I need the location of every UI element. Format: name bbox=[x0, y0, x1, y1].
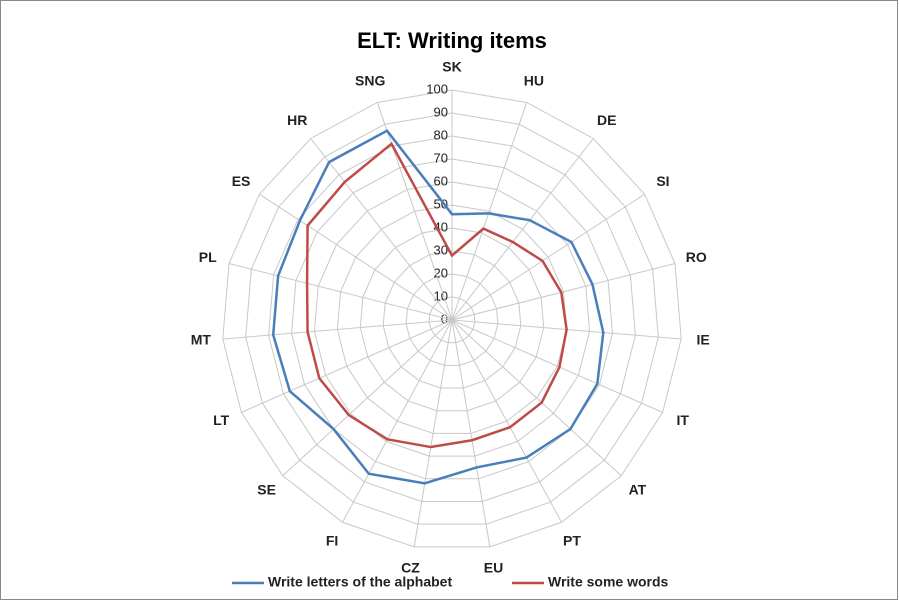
series-line bbox=[271, 129, 605, 485]
spoke bbox=[282, 319, 453, 477]
r-tick-label: 80 bbox=[434, 127, 448, 142]
category-label: PL bbox=[199, 249, 217, 265]
spoke bbox=[451, 138, 594, 321]
spoke bbox=[259, 193, 453, 321]
legend-label: Write letters of the alphabet bbox=[268, 574, 452, 590]
r-tick-label: 10 bbox=[434, 288, 448, 303]
category-label: DE bbox=[597, 112, 616, 128]
grid-ring bbox=[291, 158, 613, 480]
grid-ring bbox=[222, 89, 682, 548]
spoke bbox=[228, 263, 453, 321]
series-line bbox=[305, 141, 568, 449]
r-tick-label: 70 bbox=[434, 150, 448, 165]
spoke bbox=[342, 319, 453, 523]
category-label: SK bbox=[442, 59, 461, 75]
spoke bbox=[451, 102, 528, 321]
r-tick-label: 0 bbox=[441, 311, 448, 326]
category-label: SI bbox=[656, 173, 669, 189]
category-label: LT bbox=[213, 412, 230, 428]
grid-ring bbox=[245, 112, 659, 525]
spoke bbox=[451, 263, 676, 321]
spoke bbox=[241, 319, 453, 413]
category-label: FI bbox=[326, 532, 338, 548]
spoke bbox=[222, 319, 453, 340]
category-label: SE bbox=[257, 481, 276, 497]
category-label: EU bbox=[484, 559, 503, 575]
category-label: SNG bbox=[355, 72, 385, 88]
category-label: CZ bbox=[401, 559, 420, 575]
grid-ring bbox=[382, 250, 522, 389]
spoke bbox=[451, 319, 663, 413]
spoke bbox=[376, 102, 453, 321]
legend-label: Write some words bbox=[548, 574, 669, 590]
spoke bbox=[451, 319, 622, 477]
r-tick-label: 30 bbox=[434, 242, 448, 257]
grid-ring bbox=[336, 204, 568, 434]
spoke bbox=[310, 138, 453, 321]
grid-ring bbox=[359, 227, 545, 412]
grid: 0102030405060708090100SKHUDESIROIEITATPT… bbox=[191, 59, 710, 576]
r-tick-label: 50 bbox=[434, 196, 448, 211]
grid-ring bbox=[428, 296, 476, 344]
category-label: IT bbox=[677, 412, 690, 428]
category-label: RO bbox=[686, 249, 707, 265]
legend: Write letters of the alphabet Write some … bbox=[232, 574, 669, 590]
grid-ring bbox=[405, 273, 499, 366]
spoke bbox=[451, 193, 645, 321]
r-tick-label: 90 bbox=[434, 104, 448, 119]
category-label: PT bbox=[563, 532, 581, 548]
grid-ring bbox=[268, 135, 636, 502]
r-tick-label: 100 bbox=[426, 81, 448, 96]
grid-ring bbox=[313, 181, 591, 457]
category-label: IE bbox=[697, 332, 710, 348]
category-label: AT bbox=[629, 481, 647, 497]
r-tick-label: 60 bbox=[434, 173, 448, 188]
spoke bbox=[451, 319, 491, 547]
category-label: HR bbox=[287, 112, 307, 128]
chart-title: ELT: Writing items bbox=[357, 28, 547, 53]
category-label: MT bbox=[191, 332, 212, 348]
spoke bbox=[451, 319, 562, 523]
spoke bbox=[413, 319, 453, 547]
category-label: ES bbox=[232, 173, 251, 189]
category-label: HU bbox=[524, 72, 544, 88]
plot-area bbox=[271, 129, 605, 485]
